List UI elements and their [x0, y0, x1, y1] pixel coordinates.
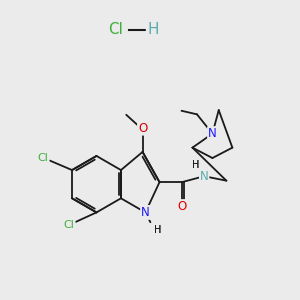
- Text: N: N: [141, 206, 150, 219]
- Text: O: O: [177, 200, 186, 213]
- Text: H: H: [192, 160, 200, 170]
- Text: N: N: [208, 127, 217, 140]
- Text: H: H: [192, 160, 200, 170]
- Text: O: O: [177, 200, 186, 213]
- Text: H: H: [154, 225, 162, 235]
- Text: H: H: [154, 225, 162, 235]
- Text: Cl: Cl: [108, 22, 123, 37]
- Text: Cl: Cl: [38, 153, 49, 163]
- Text: Cl: Cl: [108, 22, 123, 37]
- Text: N: N: [200, 170, 208, 183]
- Text: N: N: [141, 206, 150, 219]
- Text: O: O: [138, 122, 147, 135]
- Text: H: H: [148, 22, 159, 37]
- Text: Cl: Cl: [64, 220, 75, 230]
- Text: O: O: [138, 122, 147, 135]
- Text: Cl: Cl: [38, 153, 49, 163]
- Text: Cl: Cl: [64, 220, 75, 230]
- Text: N: N: [208, 127, 217, 140]
- Text: N: N: [200, 170, 208, 183]
- Text: H: H: [147, 22, 159, 37]
